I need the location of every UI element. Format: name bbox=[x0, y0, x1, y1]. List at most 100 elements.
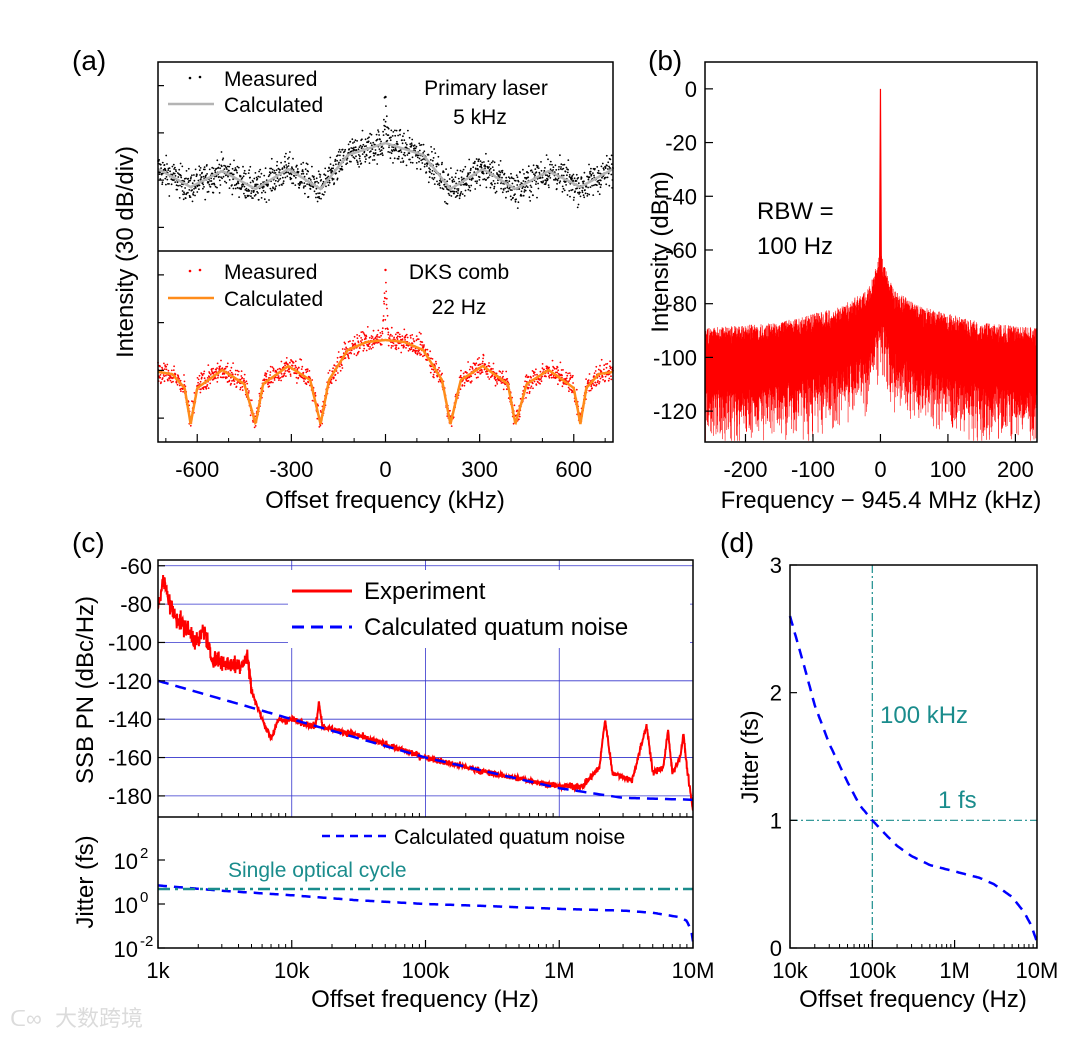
measured-point bbox=[553, 367, 556, 370]
panel-label-d: (d) bbox=[720, 527, 754, 558]
measured-point bbox=[557, 168, 560, 171]
measured-point bbox=[240, 187, 243, 189]
measured-point bbox=[562, 383, 565, 385]
measured-point bbox=[392, 131, 395, 133]
measured-point bbox=[421, 162, 424, 164]
measured-point bbox=[546, 366, 549, 369]
measured-point bbox=[476, 164, 479, 167]
measured-point bbox=[353, 141, 356, 143]
measured-point bbox=[448, 194, 451, 197]
measured-point bbox=[285, 152, 287, 155]
measured-point bbox=[509, 189, 512, 191]
measured-point bbox=[231, 193, 234, 196]
measured-point bbox=[605, 366, 608, 369]
measured-point bbox=[488, 169, 491, 171]
measured-point bbox=[328, 369, 331, 372]
measured-point bbox=[222, 157, 225, 160]
measured-point bbox=[192, 194, 195, 196]
measured-point bbox=[530, 376, 532, 379]
measured-point bbox=[609, 360, 611, 363]
measured-point bbox=[421, 158, 424, 161]
measured-point bbox=[243, 172, 246, 175]
measured-point bbox=[437, 380, 440, 383]
measured-point bbox=[505, 388, 508, 391]
measured-point bbox=[463, 382, 466, 384]
measured-point bbox=[435, 362, 438, 365]
measured-point bbox=[172, 369, 175, 371]
measured-point bbox=[360, 337, 362, 339]
measured-point bbox=[264, 378, 266, 381]
measured-point bbox=[318, 192, 321, 195]
measured-point bbox=[395, 348, 398, 351]
measured-point bbox=[429, 171, 431, 174]
measured-point bbox=[232, 173, 235, 176]
measured-point bbox=[382, 319, 385, 321]
measured-point bbox=[494, 182, 496, 185]
measured-point bbox=[361, 138, 363, 141]
measured-point bbox=[579, 191, 581, 194]
measured-point bbox=[602, 167, 605, 170]
measured-point bbox=[539, 370, 542, 373]
measured-point bbox=[479, 160, 482, 163]
measured-point bbox=[585, 378, 587, 380]
measured-point bbox=[601, 176, 603, 179]
measured-point bbox=[182, 390, 185, 393]
measured-point bbox=[343, 341, 346, 344]
measured-point bbox=[324, 167, 327, 170]
measured-point bbox=[457, 192, 459, 195]
measured-point bbox=[193, 187, 196, 190]
measured-point bbox=[597, 190, 599, 193]
x-tick-label: 1M bbox=[544, 958, 575, 983]
measured-point bbox=[290, 177, 293, 180]
measured-point bbox=[260, 172, 263, 175]
measured-point bbox=[558, 373, 561, 376]
y-tick-label: -60 bbox=[665, 238, 697, 263]
x-axis-label-b: Frequency − 945.4 MHz (kHz) bbox=[721, 487, 1042, 514]
measured-point bbox=[593, 372, 596, 374]
measured-point bbox=[395, 129, 398, 132]
measured-point bbox=[583, 171, 586, 174]
measured-point bbox=[252, 197, 254, 200]
measured-point bbox=[597, 179, 600, 182]
measured-point bbox=[583, 196, 586, 199]
measured-point bbox=[475, 182, 478, 185]
measured-point bbox=[433, 183, 436, 186]
measured-point bbox=[313, 190, 316, 193]
measured-point bbox=[488, 166, 490, 168]
measured-point bbox=[608, 184, 611, 187]
measured-point bbox=[564, 170, 567, 173]
measured-point bbox=[232, 178, 235, 181]
y-tick-label: -80 bbox=[120, 592, 152, 617]
measured-point bbox=[477, 371, 480, 374]
measured-point bbox=[595, 365, 598, 368]
measured-point bbox=[382, 130, 384, 133]
measured-point bbox=[332, 178, 335, 180]
measured-point bbox=[293, 175, 296, 177]
measured-point bbox=[233, 380, 236, 382]
legend-calculated-label: Calculated bbox=[224, 94, 323, 117]
measured-point bbox=[548, 186, 550, 189]
measured-point bbox=[475, 168, 477, 171]
measured-point bbox=[315, 187, 318, 190]
measured-point bbox=[516, 409, 519, 412]
measured-point bbox=[283, 372, 286, 375]
measured-point bbox=[191, 200, 194, 203]
measured-point bbox=[238, 196, 241, 199]
measured-point bbox=[512, 177, 515, 180]
measured-point bbox=[381, 154, 384, 157]
measured-point bbox=[266, 370, 269, 372]
measured-point bbox=[192, 191, 195, 194]
measured-point bbox=[506, 378, 509, 380]
measured-point bbox=[467, 379, 470, 382]
measured-point bbox=[384, 120, 387, 123]
measured-point bbox=[426, 359, 428, 361]
measured-point bbox=[253, 190, 255, 192]
measured-point bbox=[209, 382, 212, 385]
measured-point bbox=[229, 369, 232, 372]
measured-point bbox=[448, 178, 451, 180]
measured-point bbox=[587, 186, 589, 189]
annotation-dks-comb: DKS comb bbox=[409, 261, 509, 284]
measured-point bbox=[376, 138, 379, 141]
measured-point bbox=[431, 159, 434, 162]
measured-point bbox=[368, 162, 371, 165]
